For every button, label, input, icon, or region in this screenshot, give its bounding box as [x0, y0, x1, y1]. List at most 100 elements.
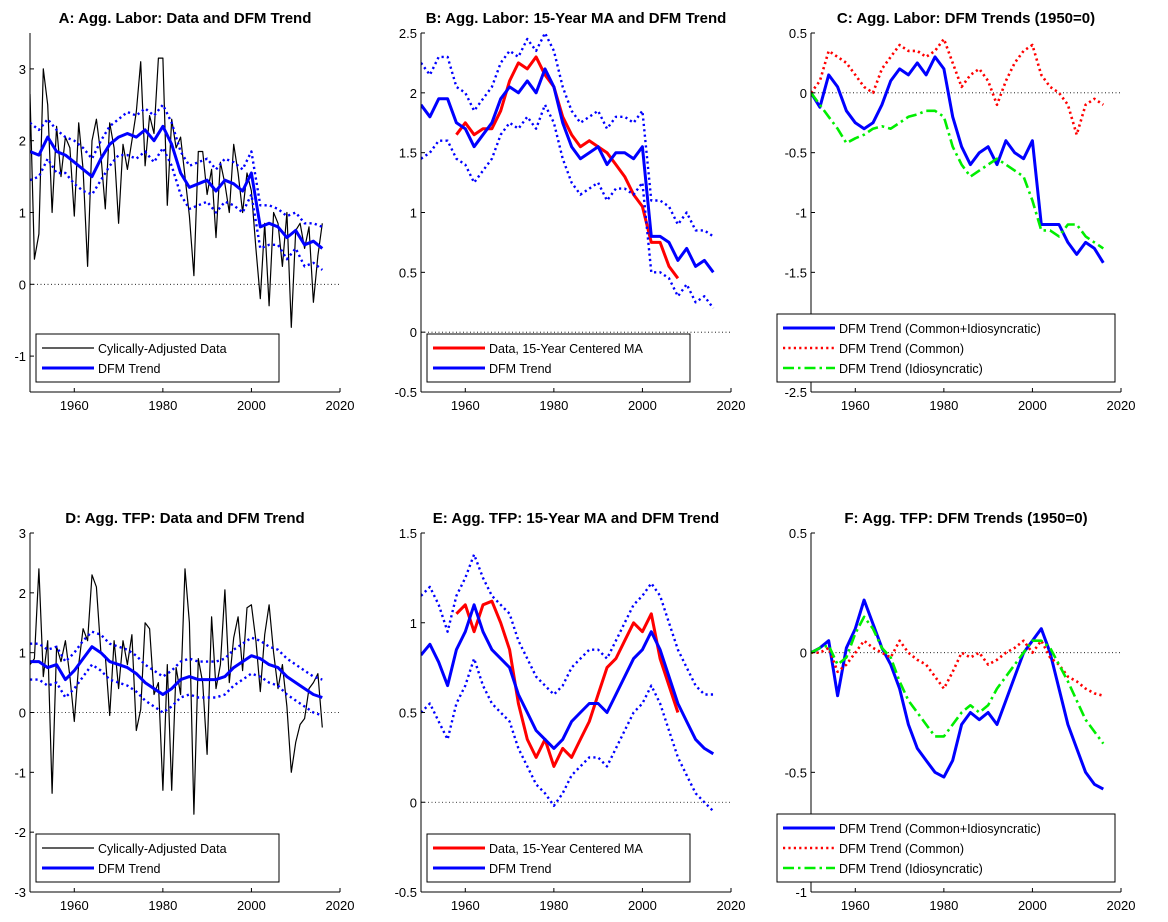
- legend-label: DFM Trend: [489, 862, 552, 876]
- x-tick-label: 1980: [539, 398, 568, 413]
- panel-b-legend: Data, 15-Year Centered MA DFM Trend: [426, 333, 691, 383]
- x-tick-label: 2000: [237, 898, 266, 913]
- panel-e-series-band-2: [421, 553, 714, 696]
- panel-a-series-cylically-adjusted-data: [30, 57, 323, 328]
- x-tick-label: 2000: [237, 398, 266, 413]
- panel-f: F: Agg. TFP: DFM Trends (1950=0) 1960 1980…: [776, 510, 1136, 913]
- y-tick-label: -1: [795, 206, 807, 221]
- x-tick-label: 1980: [929, 898, 958, 913]
- x-tick-label: 2020: [1107, 398, 1136, 413]
- panel-f-series-dfm-trend-common-idiosyncratic: [811, 598, 1105, 791]
- y-tick-label: -1: [795, 885, 807, 900]
- x-tick-label: 1960: [451, 398, 480, 413]
- y-tick-label: 0.5: [399, 706, 417, 721]
- x-tick-label: 2020: [1107, 898, 1136, 913]
- y-tick-label: -0.5: [785, 146, 807, 161]
- legend-label: DFM Trend: [489, 362, 552, 376]
- x-tick-label: 2020: [326, 898, 355, 913]
- panel-f-title: F: Agg. TFP: DFM Trends (1950=0): [844, 510, 1087, 527]
- y-tick-label: 1.5: [399, 146, 417, 161]
- legend-label: DFM Trend: [98, 862, 161, 876]
- panel-a-legend: Cylically-Adjusted Data DFM Trend: [35, 333, 280, 383]
- y-tick-label: -0.5: [395, 385, 417, 400]
- x-tick-label: 1960: [451, 898, 480, 913]
- legend-label: Data, 15-Year Centered MA: [489, 842, 643, 856]
- panel-e-title: E: Agg. TFP: 15-Year MA and DFM Trend: [433, 510, 719, 527]
- legend-label: DFM Trend (Common+Idiosyncratic): [839, 322, 1041, 336]
- panel-e-series-dfm-trend: [421, 603, 715, 756]
- y-tick-label: 3: [19, 526, 26, 541]
- y-tick-label: 0: [410, 795, 417, 810]
- legend-label: Cylically-Adjusted Data: [98, 342, 227, 356]
- panel-c: C: Agg. Labor: DFM Trends (1950=0) 1960 19…: [776, 10, 1136, 413]
- y-tick-label: 0.5: [789, 26, 807, 41]
- y-tick-label: 0: [410, 325, 417, 340]
- y-tick-label: 0: [19, 706, 26, 721]
- panel-a-series-band-2: [30, 103, 323, 229]
- x-tick-label: 2000: [628, 898, 657, 913]
- y-tick-label: 2: [410, 86, 417, 101]
- panel-d-series-band-2: [30, 630, 323, 681]
- legend-box: [426, 833, 691, 883]
- panel-e-series-data-15-year-centered-ma: [455, 599, 680, 768]
- y-tick-label: 1: [410, 616, 417, 631]
- y-tick-label: -1: [14, 765, 26, 780]
- panel-c-series-dfm-trend-common-idiosyncratic: [811, 55, 1105, 264]
- panel-b-title: B: Agg. Labor: 15-Year MA and DFM Trend: [426, 10, 727, 27]
- panel-a-series-band-3: [30, 146, 324, 271]
- x-tick-label: 2000: [1018, 398, 1047, 413]
- legend-label: DFM Trend (Common): [839, 842, 964, 856]
- panel-d-series-cylically-adjusted-data: [30, 568, 323, 815]
- x-tick-label: 2020: [326, 398, 355, 413]
- y-tick-label: 2: [19, 134, 26, 149]
- panel-a: A: Agg. Labor: Data and DFM Trend 1960 198…: [14, 10, 354, 413]
- legend-label: DFM Trend (Common+Idiosyncratic): [839, 822, 1041, 836]
- y-tick-label: 1.5: [399, 526, 417, 541]
- y-tick-label: 0: [800, 86, 807, 101]
- y-tick-label: 2.5: [399, 26, 417, 41]
- x-tick-label: 2020: [717, 398, 746, 413]
- panel-d-title: D: Agg. TFP: Data and DFM Trend: [65, 510, 304, 527]
- x-tick-label: 1960: [60, 398, 89, 413]
- x-tick-label: 1960: [841, 398, 870, 413]
- y-tick-label: -0.5: [395, 885, 417, 900]
- y-tick-label: 0: [800, 646, 807, 661]
- panel-d: D: Agg. TFP: Data and DFM Trend 1960 1980 2…: [14, 510, 354, 913]
- panel-b-series-dfm-trend: [421, 67, 715, 274]
- y-tick-label: 0.5: [399, 265, 417, 280]
- panel-d-series-dfm-trend: [30, 645, 323, 699]
- y-tick-label: 0: [19, 277, 26, 292]
- y-tick-label: 1: [19, 646, 26, 661]
- y-tick-label: 1: [410, 206, 417, 221]
- x-tick-label: 1960: [60, 898, 89, 913]
- legend-label: Data, 15-Year Centered MA: [489, 342, 643, 356]
- x-tick-label: 1980: [148, 398, 177, 413]
- panel-f-series-dfm-trend-idiosyncratic: [811, 615, 1105, 745]
- panel-e: E: Agg. TFP: 15-Year MA and DFM Trend 196…: [395, 510, 746, 913]
- legend-label: DFM Trend (Idiosyncratic): [839, 362, 983, 376]
- legend-label: DFM Trend (Idiosyncratic): [839, 862, 983, 876]
- y-tick-label: 0.5: [789, 526, 807, 541]
- legend-box: [35, 333, 280, 383]
- y-tick-label: -2: [14, 825, 26, 840]
- x-tick-label: 1980: [539, 898, 568, 913]
- panel-b-series-band-3: [421, 103, 715, 309]
- panel-a-series-dfm-trend: [30, 124, 324, 250]
- legend-label: Cylically-Adjusted Data: [98, 842, 227, 856]
- panel-a-title: A: Agg. Labor: Data and DFM Trend: [59, 10, 312, 27]
- panel-c-series-dfm-trend-idiosyncratic: [811, 92, 1105, 250]
- legend-label: DFM Trend (Common): [839, 342, 964, 356]
- y-tick-label: -2.5: [785, 385, 807, 400]
- panel-b: B: Agg. Labor: 15-Year MA and DFM Trend 1…: [395, 10, 746, 413]
- legend-box: [426, 333, 691, 383]
- y-tick-label: 2: [19, 586, 26, 601]
- panel-c-title: C: Agg. Labor: DFM Trends (1950=0): [837, 10, 1095, 27]
- y-tick-label: -3: [14, 885, 26, 900]
- y-tick-label: -1.5: [785, 265, 807, 280]
- y-tick-label: -0.5: [785, 765, 807, 780]
- panel-b-series-data-15-year-centered-ma: [455, 55, 680, 280]
- panel-d-legend: Cylically-Adjusted Data DFM Trend: [35, 833, 280, 883]
- x-tick-label: 1980: [929, 398, 958, 413]
- x-tick-label: 1980: [148, 898, 177, 913]
